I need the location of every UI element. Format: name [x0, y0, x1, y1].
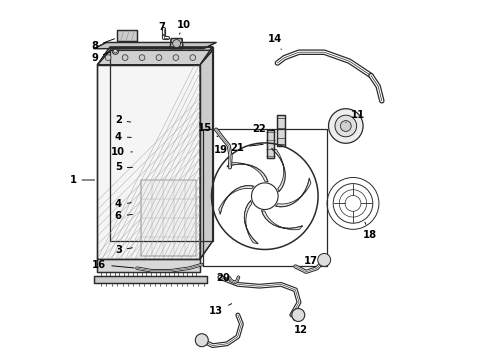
Text: 21: 21	[230, 143, 263, 153]
Polygon shape	[262, 211, 302, 230]
Polygon shape	[98, 47, 213, 65]
Circle shape	[114, 49, 117, 53]
Polygon shape	[94, 276, 207, 283]
Polygon shape	[272, 149, 285, 192]
Polygon shape	[267, 130, 274, 158]
Text: 12: 12	[294, 319, 308, 336]
Text: 13: 13	[209, 303, 232, 316]
Text: 17: 17	[303, 256, 318, 266]
Text: 20: 20	[216, 273, 229, 283]
Text: 1: 1	[70, 175, 95, 185]
Text: 14: 14	[268, 34, 282, 50]
Circle shape	[156, 55, 162, 60]
Circle shape	[105, 55, 111, 60]
Text: 10: 10	[111, 147, 132, 157]
Text: 5: 5	[115, 162, 132, 172]
Text: 19: 19	[214, 145, 228, 158]
Polygon shape	[98, 50, 213, 65]
Text: 18: 18	[363, 222, 377, 240]
Circle shape	[335, 115, 357, 137]
Text: 2: 2	[115, 115, 131, 125]
Text: 16: 16	[92, 260, 134, 270]
Circle shape	[139, 55, 145, 60]
Circle shape	[292, 309, 305, 321]
Text: 11: 11	[346, 110, 366, 122]
Text: 8: 8	[91, 39, 115, 51]
Text: 7: 7	[158, 22, 165, 36]
Circle shape	[172, 40, 180, 48]
Polygon shape	[219, 186, 254, 214]
Text: 3: 3	[115, 245, 132, 255]
Text: 9: 9	[91, 52, 110, 63]
Text: 22: 22	[252, 124, 274, 134]
Polygon shape	[277, 115, 285, 146]
Polygon shape	[200, 47, 213, 259]
Polygon shape	[245, 201, 258, 244]
Circle shape	[196, 334, 208, 347]
Polygon shape	[276, 179, 311, 207]
Polygon shape	[227, 163, 268, 181]
Polygon shape	[117, 30, 137, 41]
Circle shape	[190, 55, 196, 60]
Circle shape	[173, 55, 179, 60]
Polygon shape	[98, 259, 200, 272]
Circle shape	[318, 253, 331, 266]
Text: 4: 4	[115, 132, 131, 142]
Circle shape	[122, 55, 128, 60]
Polygon shape	[98, 65, 200, 259]
Text: 15: 15	[197, 123, 218, 137]
Polygon shape	[94, 42, 216, 49]
Polygon shape	[170, 39, 183, 49]
Circle shape	[341, 121, 351, 131]
Text: 4: 4	[115, 199, 131, 210]
Circle shape	[328, 109, 363, 143]
Text: 10: 10	[177, 20, 191, 34]
Polygon shape	[141, 180, 196, 256]
Text: 6: 6	[115, 211, 132, 221]
